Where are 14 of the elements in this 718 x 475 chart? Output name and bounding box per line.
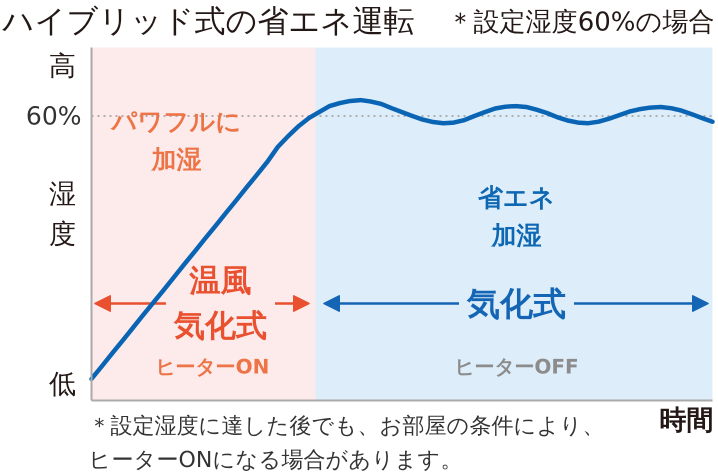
annotation: ヒーターON — [156, 354, 270, 378]
text: 低 — [49, 369, 76, 400]
annotation: 省エネ加湿 — [477, 183, 555, 250]
text: 高 — [49, 51, 76, 82]
text: 60% — [26, 101, 82, 130]
annotation: ヒーターOFF — [454, 354, 579, 378]
annotation: 温風気化式 — [173, 263, 267, 344]
annotation: 気化式 — [466, 284, 566, 323]
annotation: パワフルに加湿 — [110, 107, 242, 174]
y-axis-title: 湿度 — [49, 178, 76, 250]
text: ＊設定湿度に達した後でも、お部屋の条件により、ヒーターONになる場合があります。 — [88, 414, 604, 473]
x-axis-title: 時間 — [660, 405, 714, 436]
chart-subtitle: ＊設定湿度60%の場合 — [448, 8, 715, 38]
chart-title: ハイブリッド式の省エネ運転 — [2, 4, 414, 40]
